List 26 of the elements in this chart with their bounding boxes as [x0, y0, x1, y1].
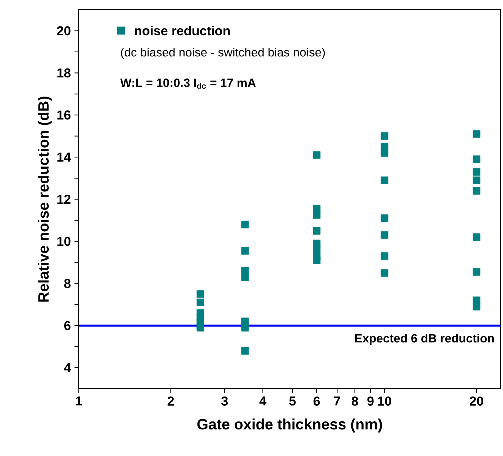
y-tick-label: 18 — [58, 68, 71, 78]
y-tick-label: 8 — [64, 279, 71, 288]
x-tick-label: 2 — [168, 396, 174, 406]
y-tick-label: 12 — [58, 194, 71, 204]
x-tick-label: 9 — [368, 396, 374, 406]
x-tick-label: 5 — [290, 396, 296, 406]
x-tick-label: 3 — [222, 396, 228, 406]
x-tick-label: 1 — [76, 396, 82, 406]
y-tick-label: 10 — [58, 237, 71, 246]
annotation: W:L = 10:0.3 I$_{dc}$ = 17 mA — [120, 78, 256, 90]
y-tick-label: 16 — [58, 110, 71, 120]
x-tick-label: 7 — [334, 396, 340, 406]
y-tick-label: 6 — [64, 321, 71, 330]
x-tick-label: 8 — [352, 396, 358, 406]
x-tick-label: 4 — [260, 396, 267, 406]
x-tick-label: 6 — [314, 396, 320, 406]
x-tick-label: 20 — [470, 396, 484, 406]
legend-label: noise reduction — [135, 26, 230, 36]
y-axis-title: Relative noise reduction (dB) — [38, 96, 52, 302]
y-tick-label: 14 — [58, 152, 72, 162]
annotation: (dc biased noise - switched bias noise) — [121, 48, 326, 60]
y-tick-label: 4 — [64, 363, 72, 372]
x-axis-title: Gate oxide thickness (nm) — [198, 418, 382, 433]
x-tick-label: 10 — [378, 396, 392, 406]
y-tick-label: 20 — [57, 26, 71, 36]
ref-line-label: Expected 6 dB reduction — [355, 334, 494, 346]
